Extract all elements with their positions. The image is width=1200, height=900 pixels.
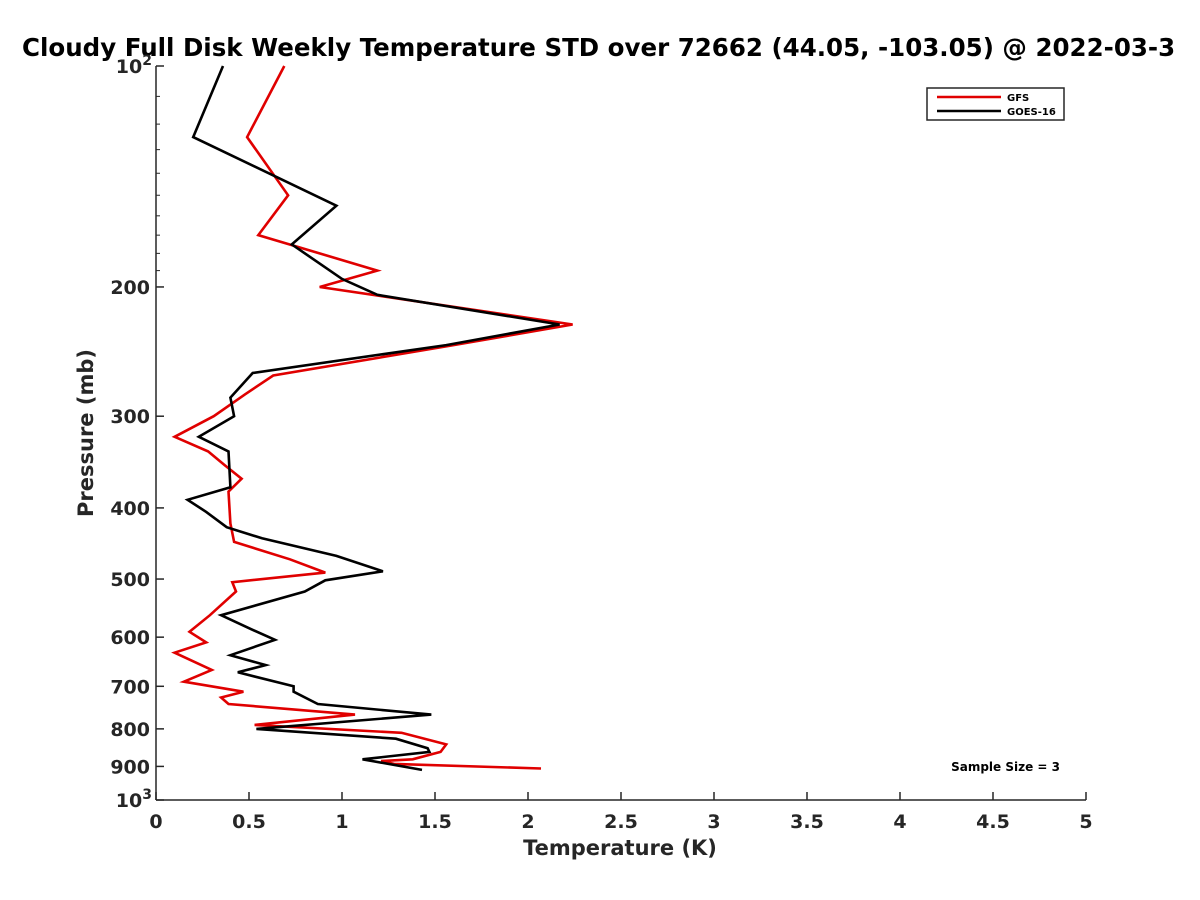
- x-tick-label: 0.5: [232, 811, 266, 833]
- legend-entry: GOES-16: [1007, 107, 1056, 118]
- sample-size-annotation: Sample Size = 3: [951, 760, 1060, 774]
- x-tick-label: 2: [521, 811, 534, 833]
- y-tick-label: 700: [110, 676, 150, 698]
- x-tick-label: 0: [149, 811, 162, 833]
- x-tick-label: 1.5: [418, 811, 452, 833]
- x-tick-label: 5: [1079, 811, 1092, 833]
- y-tick-label: 103: [116, 787, 152, 812]
- y-tick-label: 900: [110, 756, 150, 778]
- y-tick-label: 200: [110, 277, 150, 299]
- plot-frame: [155, 66, 1086, 801]
- x-axis-label: Temperature (K): [523, 836, 717, 860]
- x-tick-label: 4: [893, 811, 906, 833]
- y-tick-label: 102: [116, 53, 152, 78]
- x-axis-ticks: 0 0.5 1 1.5 2 2.5 3 3.5 4 4.5 5: [149, 792, 1093, 833]
- series-line-gfs: [171, 65, 573, 770]
- y-tick-label: 800: [110, 719, 150, 741]
- x-tick-label: 1: [335, 811, 348, 833]
- legend: GFS GOES-16: [926, 87, 1065, 121]
- chart-title: Cloudy Full Disk Weekly Temperature STD …: [22, 33, 1175, 62]
- x-tick-label: 2.5: [604, 811, 638, 833]
- series-line-goes-16: [184, 65, 560, 772]
- series-layer: [171, 65, 573, 772]
- y-tick-label: 500: [110, 569, 150, 591]
- legend-entry: GFS: [1007, 93, 1029, 104]
- x-tick-label: 4.5: [976, 811, 1010, 833]
- x-tick-label: 3.5: [790, 811, 824, 833]
- legend-box: [926, 87, 1065, 121]
- y-tick-label: 400: [110, 498, 150, 520]
- y-tick-label: 300: [110, 406, 150, 428]
- x-tick-label: 3: [707, 811, 720, 833]
- y-axis-label: Pressure (mb): [74, 349, 98, 517]
- y-axis-ticks: 102 200 300 400 500 600 700 800 900 103: [110, 53, 164, 812]
- y-tick-label: 600: [110, 627, 150, 649]
